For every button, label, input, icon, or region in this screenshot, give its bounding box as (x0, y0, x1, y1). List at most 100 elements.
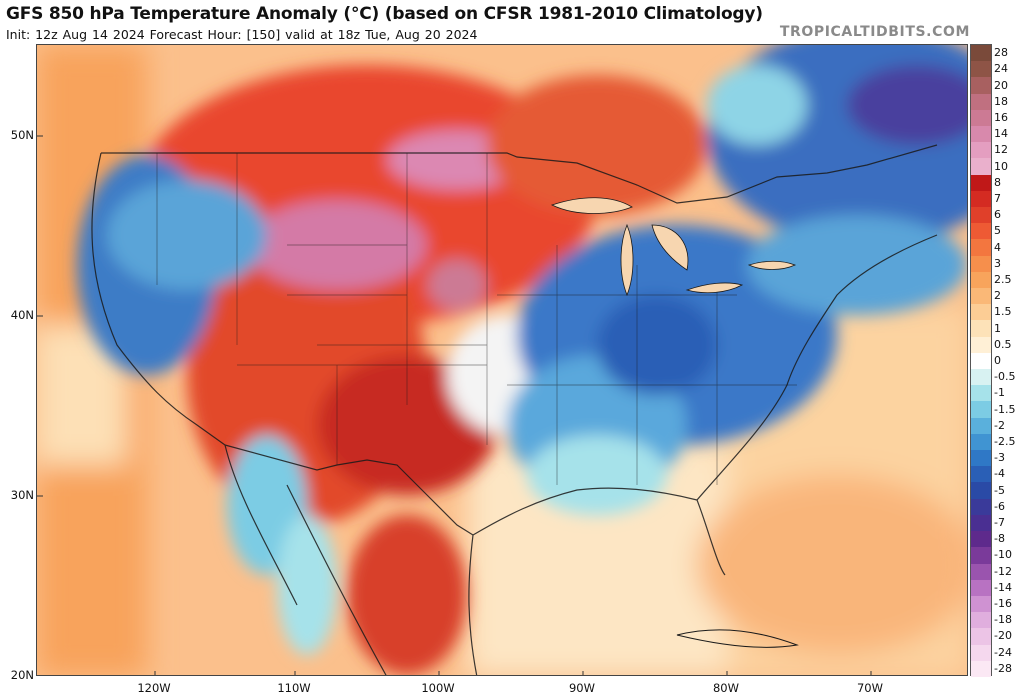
colorbar-swatch (971, 579, 991, 596)
colorbar-label: -0.5 (994, 370, 1016, 384)
colorbar-swatch (971, 352, 991, 370)
colorbar-label: -28 (994, 661, 1012, 675)
colorbar-swatch (971, 466, 991, 483)
lake-superior (550, 197, 633, 214)
colorbar-label: 20 (994, 78, 1008, 92)
lon-label-70w: 70W (856, 681, 883, 695)
colorbar-swatch (971, 547, 991, 564)
mexico-east-coast (468, 534, 478, 675)
colorbar-swatch (971, 288, 991, 305)
colorbar-swatch (971, 369, 991, 386)
colorbar-swatch (971, 417, 991, 434)
forecast-info: Init: 12z Aug 14 2024 Forecast Hour: [15… (6, 27, 478, 42)
colorbar-label: -12 (994, 564, 1012, 578)
lake-michigan (620, 223, 634, 297)
colorbar-swatch (971, 77, 991, 94)
colorbar-swatch (971, 304, 991, 321)
colorbar-swatch (971, 563, 991, 580)
colorbar-swatch (971, 660, 991, 677)
colorbar-label: 10 (994, 159, 1008, 173)
colorbar-swatch (971, 336, 991, 353)
colorbar-label: -6 (994, 499, 1005, 513)
colorbar-swatch (971, 482, 991, 499)
anomaly-map[interactable] (36, 44, 968, 676)
colorbar-label: 2.5 (994, 272, 1012, 286)
colorbar-label: 4 (994, 240, 1001, 254)
us-border (101, 144, 938, 204)
state-lines (156, 153, 797, 485)
colorbar-label: -16 (994, 597, 1012, 611)
colorbar-label: -10 (994, 548, 1012, 562)
lon-label-120w: 120W (137, 681, 171, 695)
colorbar-swatch (971, 271, 991, 289)
colorbar-swatch (971, 531, 991, 548)
colorbar-swatch (971, 401, 991, 418)
colorbar-label: -24 (994, 645, 1012, 659)
colorbar-swatch (971, 612, 991, 629)
colorbar-label: 12 (994, 143, 1008, 157)
lat-label-50n: 50N (10, 128, 34, 142)
colorbar-label: -2 (994, 418, 1005, 432)
lat-label-40n: 40N (10, 308, 34, 322)
colorbar-swatch (971, 450, 991, 467)
colorbar-label: -8 (994, 532, 1005, 546)
lake-erie (685, 282, 744, 294)
colorbar-label: -1 (994, 386, 1005, 400)
colorbar-swatch (971, 109, 991, 127)
colorbar-label: 8 (994, 175, 1001, 189)
colorbar-label: 2 (994, 289, 1001, 303)
colorbar-label: 1.5 (994, 305, 1012, 319)
cuba (676, 629, 799, 648)
colorbar-label: -5 (994, 483, 1005, 497)
colorbar-label: 1 (994, 321, 1001, 335)
colorbar-label: -7 (994, 516, 1005, 530)
colorbar-swatch (971, 61, 991, 78)
colorbar-swatch (971, 190, 991, 208)
colorbar-label: 24 (994, 62, 1008, 76)
colorbar-swatch (971, 514, 991, 532)
colorbar-swatch (971, 174, 991, 191)
colorbar-label: 0 (994, 354, 1001, 367)
colorbar-label: -3 (994, 451, 1005, 465)
colorbar-label: -20 (994, 629, 1012, 643)
colorbar-label: 7 (994, 191, 1001, 205)
colorbar-swatch (971, 433, 991, 451)
lat-label-30n: 30N (10, 488, 34, 502)
lon-label-90w: 90W (568, 681, 595, 695)
lon-label-100w: 100W (421, 681, 455, 695)
colorbar-label: 3 (994, 256, 1001, 270)
colorbar-swatch (971, 142, 991, 159)
colorbar-label: 0.5 (994, 337, 1012, 351)
colorbar (970, 44, 992, 677)
colorbar-swatch (971, 595, 991, 613)
lat-label-20n: 20N (10, 668, 34, 682)
colorbar-label: -1.5 (994, 402, 1016, 416)
site-credit: TROPICALTIDBITS.COM (779, 24, 970, 40)
east-coast (696, 234, 938, 501)
colorbar-swatch (971, 93, 991, 110)
colorbar-label: 18 (994, 94, 1008, 108)
baja-peninsula (224, 444, 298, 606)
colorbar-swatch (971, 158, 991, 175)
colorbar-label: 14 (994, 127, 1008, 141)
colorbar-swatch (971, 207, 991, 224)
mexico-border (224, 444, 474, 536)
lon-label-80w: 80W (712, 681, 739, 695)
colorbar-label: -18 (994, 613, 1012, 627)
colorbar-label: 28 (994, 46, 1008, 60)
colorbar-swatch (971, 320, 991, 337)
gulf-coast (472, 487, 726, 576)
colorbar-swatch (971, 498, 991, 515)
colorbar-swatch (971, 126, 991, 143)
colorbar-label: 5 (994, 224, 1001, 238)
lon-label-110w: 110W (277, 681, 311, 695)
map-title: GFS 850 hPa Temperature Anomaly (°C) (ba… (6, 4, 763, 24)
west-coast (91, 152, 226, 446)
mexico-west-coast (286, 484, 387, 675)
colorbar-label: 16 (994, 110, 1008, 124)
colorbar-swatch (971, 628, 991, 645)
colorbar-label: -14 (994, 580, 1012, 594)
lake-huron (651, 224, 689, 271)
colorbar-swatch (971, 223, 991, 240)
colorbar-swatch (971, 385, 991, 402)
